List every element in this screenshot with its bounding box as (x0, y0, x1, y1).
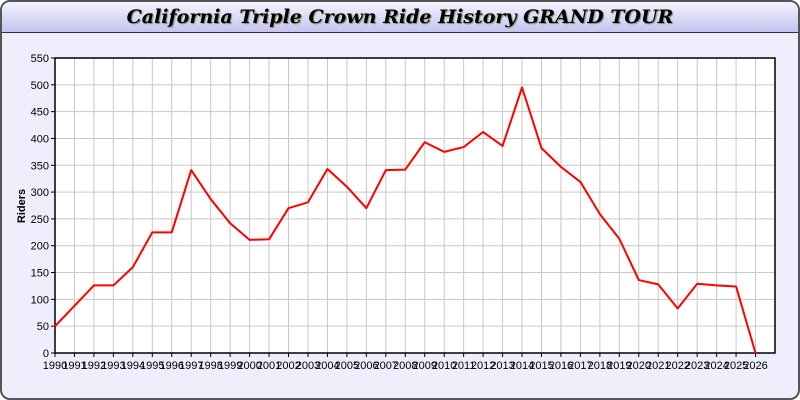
data-point (443, 151, 445, 153)
x-tick-label: 2006 (354, 360, 378, 372)
x-tick-label: 2005 (335, 360, 359, 372)
x-tick-label: 1996 (160, 360, 184, 372)
x-tick-label: 2013 (490, 360, 514, 372)
x-tick-label: 2001 (257, 360, 281, 372)
x-tick-label: 2007 (374, 360, 398, 372)
data-point (637, 279, 640, 281)
x-tick-label: 2021 (646, 360, 670, 372)
x-tick-label: 2004 (315, 360, 339, 372)
y-axis-label: Riders (16, 189, 28, 223)
x-tick-label: 1998 (198, 360, 222, 372)
data-point (754, 352, 757, 354)
x-tick-label: 2020 (627, 360, 651, 372)
x-tick-label: 1990 (43, 360, 67, 372)
plot-area (55, 58, 775, 353)
data-point (73, 305, 76, 307)
x-tick-label: 1995 (140, 360, 164, 372)
data-point (229, 222, 231, 224)
y-tick-label: 200 (31, 241, 49, 253)
x-tick-label: 2000 (237, 360, 261, 372)
x-tick-label: 2019 (607, 360, 631, 372)
y-tick-label: 450 (31, 107, 49, 119)
data-point (715, 284, 718, 287)
x-tick-label: 2022 (665, 360, 689, 372)
data-point (501, 145, 504, 147)
data-point (287, 207, 290, 209)
data-point (112, 284, 115, 287)
data-point (307, 201, 309, 204)
x-tick-label: 2018 (588, 360, 612, 372)
x-tick-label: 1992 (82, 360, 106, 372)
data-point (462, 146, 465, 148)
x-tick-label: 2015 (529, 360, 553, 372)
data-point (385, 169, 387, 171)
data-point (248, 239, 251, 241)
data-point (423, 141, 426, 144)
data-point (521, 86, 523, 89)
x-tick-label: 2011 (452, 360, 476, 372)
x-tick-label: 2009 (412, 360, 436, 372)
y-tick-label: 100 (31, 294, 49, 306)
x-tick-label: 2002 (276, 360, 300, 372)
x-tick-label: 1991 (62, 360, 86, 372)
x-tick-label: 2026 (743, 360, 767, 372)
data-point (93, 284, 95, 287)
x-tick-label: 1999 (218, 360, 242, 372)
x-tick-label: 2025 (724, 360, 748, 372)
y-tick-label: 250 (31, 214, 49, 226)
y-tick-label: 550 (31, 53, 49, 65)
data-point (404, 168, 407, 171)
data-point (209, 198, 212, 200)
data-point (579, 181, 582, 183)
data-point (618, 237, 621, 240)
y-tick-label: 150 (31, 268, 49, 280)
data-point (346, 185, 348, 188)
data-point (54, 325, 56, 327)
y-tick-label: 500 (31, 80, 49, 92)
data-point (132, 266, 134, 268)
data-point (482, 131, 484, 133)
data-point (676, 307, 679, 310)
x-tick-label: 1993 (101, 360, 125, 372)
title-bar: California Triple Crown Ride History GRA… (2, 2, 798, 33)
data-point (151, 231, 154, 234)
data-point (190, 169, 193, 171)
data-point (696, 283, 698, 285)
x-tick-label: 2023 (685, 360, 709, 372)
x-tick-label: 2010 (432, 360, 456, 372)
x-tick-label: 2016 (549, 360, 573, 372)
x-tick-label: 2012 (471, 360, 495, 372)
plot-border (54, 57, 776, 354)
y-tick-label: 0 (43, 348, 49, 360)
data-point (268, 238, 270, 241)
y-tick-label: 50 (37, 321, 49, 333)
data-point (599, 213, 601, 215)
x-tick-label: 1997 (179, 360, 203, 372)
data-point (365, 207, 368, 209)
data-point (326, 168, 329, 170)
y-tick-label: 350 (31, 160, 49, 172)
x-tick-label: 2003 (296, 360, 320, 372)
data-point (540, 147, 543, 149)
x-tick-label: 2017 (568, 360, 592, 372)
data-point (657, 283, 660, 286)
data-point (560, 166, 562, 168)
x-tick-label: 1994 (121, 360, 145, 372)
data-point (170, 231, 173, 234)
x-tick-label: 2024 (704, 360, 728, 372)
x-tick-label: 2008 (393, 360, 417, 372)
data-point (735, 285, 737, 288)
y-tick-label: 400 (31, 133, 49, 145)
x-tick-label: 2014 (510, 360, 534, 372)
chart-title: California Triple Crown Ride History GRA… (126, 6, 674, 28)
y-tick-label: 300 (31, 187, 49, 199)
